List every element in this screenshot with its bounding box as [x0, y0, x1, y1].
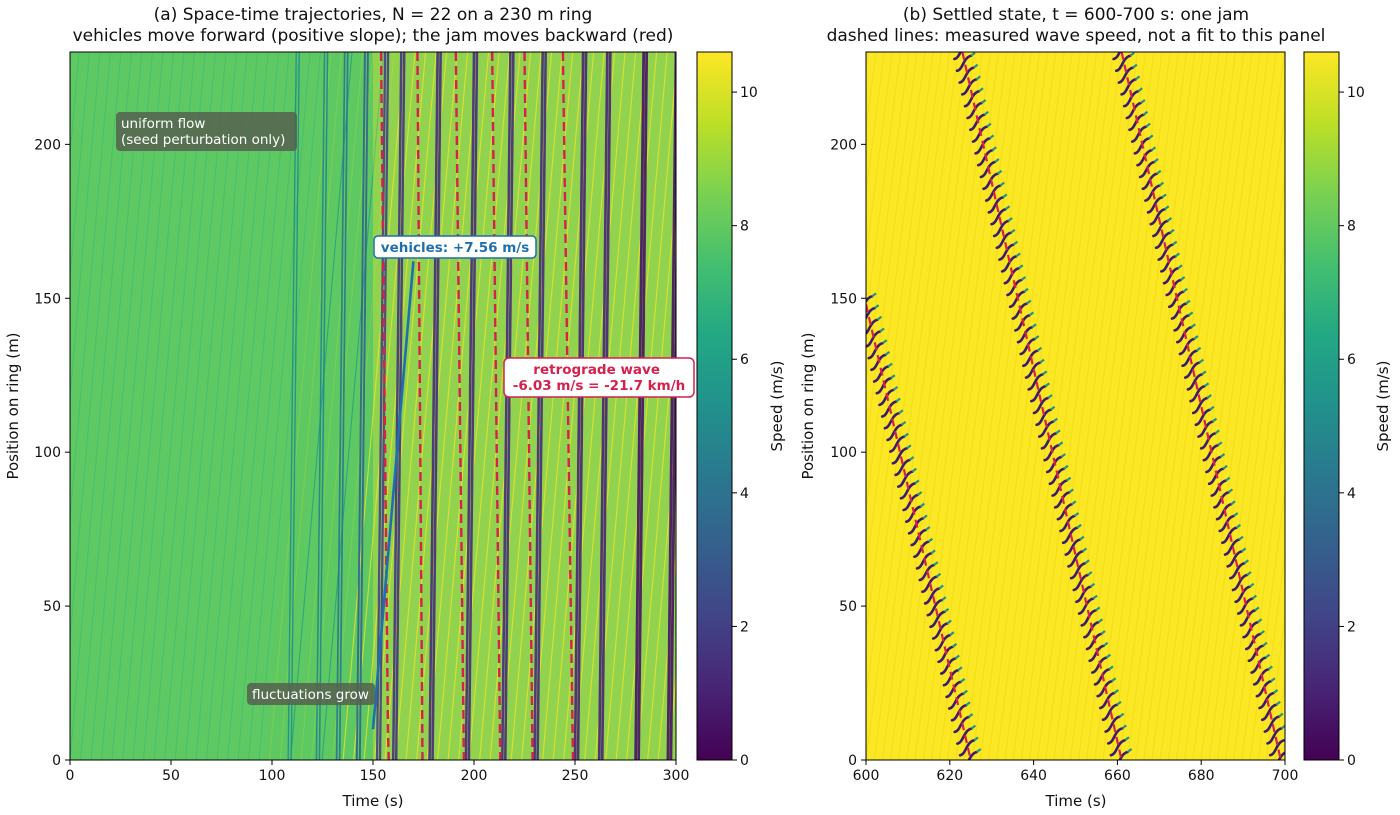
panel-b-ytick-label: 0 — [848, 753, 857, 769]
wave-speed-label: retrograde wave -6.03 m/s = -21.7 km/h — [513, 362, 686, 394]
panel-a-jam-line — [561, 52, 575, 760]
panel-a-ytick-label: 150 — [34, 291, 61, 307]
panel-a-colorbar-tick-label: 8 — [740, 219, 749, 235]
panel-a-jam-line — [523, 52, 534, 760]
panel-b-xtick-label: 700 — [1272, 768, 1299, 784]
panel-b-xlabel: Time (s) — [1045, 792, 1107, 810]
panel-a-xtick-label: 200 — [461, 768, 488, 784]
vehicle-speed-label-box — [373, 235, 537, 259]
panel-a-ylabel: Position on ring (m) — [4, 332, 22, 479]
panel-b-colorbar-tick-label: 4 — [1347, 486, 1356, 502]
panel-a-ytick-label: 0 — [52, 753, 61, 769]
panel-a-colorbar-tick-label: 4 — [740, 486, 749, 502]
panel-b: (b) Settled state, t = 600-700 s: one ja… — [799, 5, 1392, 810]
panel-b-colorbar-tick-label: 6 — [1347, 352, 1356, 368]
panel-a-colorbar-tick-label: 10 — [740, 85, 758, 101]
panel-a-xlabel: Time (s) — [342, 792, 404, 810]
fluctuations-label-box — [247, 683, 375, 705]
panel-b-title: (b) Settled state, t = 600-700 s: one ja… — [903, 5, 1249, 25]
panel-a-jam-line — [454, 52, 466, 760]
panel-b-ytick-label: 150 — [830, 291, 857, 307]
panel-b-ytick-label: 50 — [839, 599, 857, 615]
panel-a-ytick-label: 50 — [43, 599, 61, 615]
uniform-flow-label: uniform flow (seed perturbation only) — [121, 116, 285, 148]
panel-a-xtick-label: 250 — [562, 768, 589, 784]
wave-speed-label-line-2: -6.03 m/s = -21.7 km/h — [513, 378, 686, 394]
panel-a-colorbar-label: Speed (m/s) — [768, 361, 786, 452]
panel-a-xtick-label: 300 — [663, 768, 690, 784]
uniform-flow-label-line-1: uniform flow — [121, 116, 205, 132]
panel-b-plot-frame — [865, 51, 1286, 761]
panel-a-ytick-label: 200 — [34, 137, 61, 153]
wave-speed-label-line-1: retrograde wave — [533, 362, 660, 378]
fluctuations-label: fluctuations grow — [252, 687, 369, 703]
panel-b-jam-line — [1120, 52, 1282, 760]
panel-a-title: (a) Space-time trajectories, N = 22 on a… — [154, 5, 593, 25]
panel-a-xtick-label: 50 — [162, 768, 180, 784]
panel-a-jam-line — [416, 52, 424, 760]
panel-b-ylabel: Position on ring (m) — [799, 332, 817, 479]
panel-b-xtick-label: 660 — [1104, 768, 1131, 784]
panel-a: (a) Space-time trajectories, N = 22 on a… — [4, 5, 786, 810]
panel-b-colorbar-tick-label: 2 — [1347, 619, 1356, 635]
vehicle-speed-label: vehicles: +7.56 m/s — [381, 240, 529, 256]
panel-b-subtitle: dashed lines: measured wave speed, not a… — [827, 26, 1326, 46]
panel-b-colorbar-tick-label: 10 — [1347, 85, 1365, 101]
panel-b-xtick-label: 600 — [853, 768, 880, 784]
panel-b-xtick-label: 620 — [936, 768, 963, 784]
panel-a-colorbar-tick-label: 6 — [740, 352, 749, 368]
panel-b-trajectory-field — [866, 52, 1285, 760]
panel-a-colorbar-tick-label: 2 — [740, 619, 749, 635]
panel-a-jam-line — [490, 52, 502, 760]
panel-b-colorbar-tick-label: 8 — [1347, 219, 1356, 235]
panel-a-colorbar-tick-label: 0 — [740, 753, 749, 769]
panel-a-ytick-label: 100 — [34, 445, 61, 461]
panel-a-xtick-label: 0 — [66, 768, 75, 784]
panel-a-subtitle: vehicles move forward (positive slope); … — [73, 26, 674, 46]
wave-speed-label-box — [503, 357, 695, 398]
panel-b-colorbar-tick-label: 0 — [1347, 753, 1356, 769]
uniform-flow-label-box — [116, 112, 297, 151]
panel-a-xtick-label: 150 — [360, 768, 387, 784]
panel-a-vehicle-speed-line — [371, 261, 415, 730]
panel-b-xtick-label: 640 — [1020, 768, 1047, 784]
panel-b-jam-line — [961, 52, 1123, 760]
panel-b-ytick-label: 100 — [830, 445, 857, 461]
panel-a-jam-line — [379, 52, 390, 760]
panel-b-xtick-label: 680 — [1188, 768, 1215, 784]
uniform-flow-label-line-2: (seed perturbation only) — [121, 132, 285, 148]
panel-b-colorbar — [1303, 51, 1340, 761]
panel-a-colorbar — [696, 51, 733, 761]
panel-a-xtick-label: 100 — [259, 768, 286, 784]
panel-b-ytick-label: 200 — [830, 137, 857, 153]
panel-b-colorbar-label: Speed (m/s) — [1374, 361, 1392, 452]
